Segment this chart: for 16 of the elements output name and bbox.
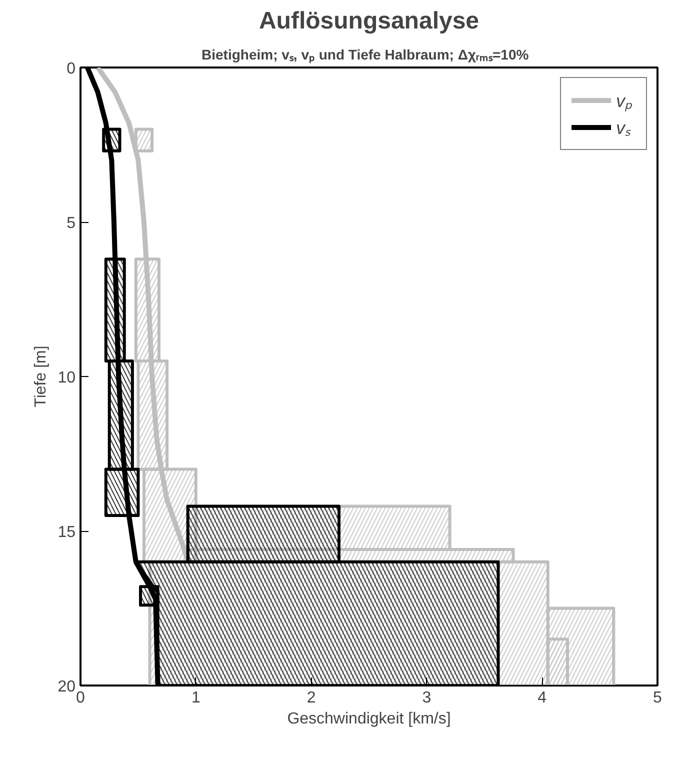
- x-tick-label: 5: [653, 690, 662, 706]
- x-tick-label: 1: [191, 690, 200, 706]
- y-tick-label: 10: [58, 370, 76, 386]
- x-tick-label: 2: [306, 690, 316, 706]
- chart-subtitle: Bietigheim; vₛ, vₚ und Tiefe Halbraum; Δχᵣₘₛ=10%: [202, 46, 530, 64]
- y-tick-label: 20: [58, 678, 76, 696]
- x-tick-label: 3: [422, 690, 432, 706]
- legend-label: vₛ: [616, 117, 632, 139]
- y-tick-label: 15: [58, 524, 76, 541]
- legend-label: vₚ: [616, 90, 633, 112]
- chart-title: Auflösungsanalyse: [258, 8, 480, 34]
- y-tick-label: 5: [66, 215, 76, 232]
- y-axis-title: Tiefe [m]: [32, 346, 50, 408]
- x-tick-label: 4: [538, 690, 547, 706]
- x-axis-title: Geschwindigkeit [km/s]: [287, 710, 451, 728]
- y-tick-label: 0: [66, 60, 76, 78]
